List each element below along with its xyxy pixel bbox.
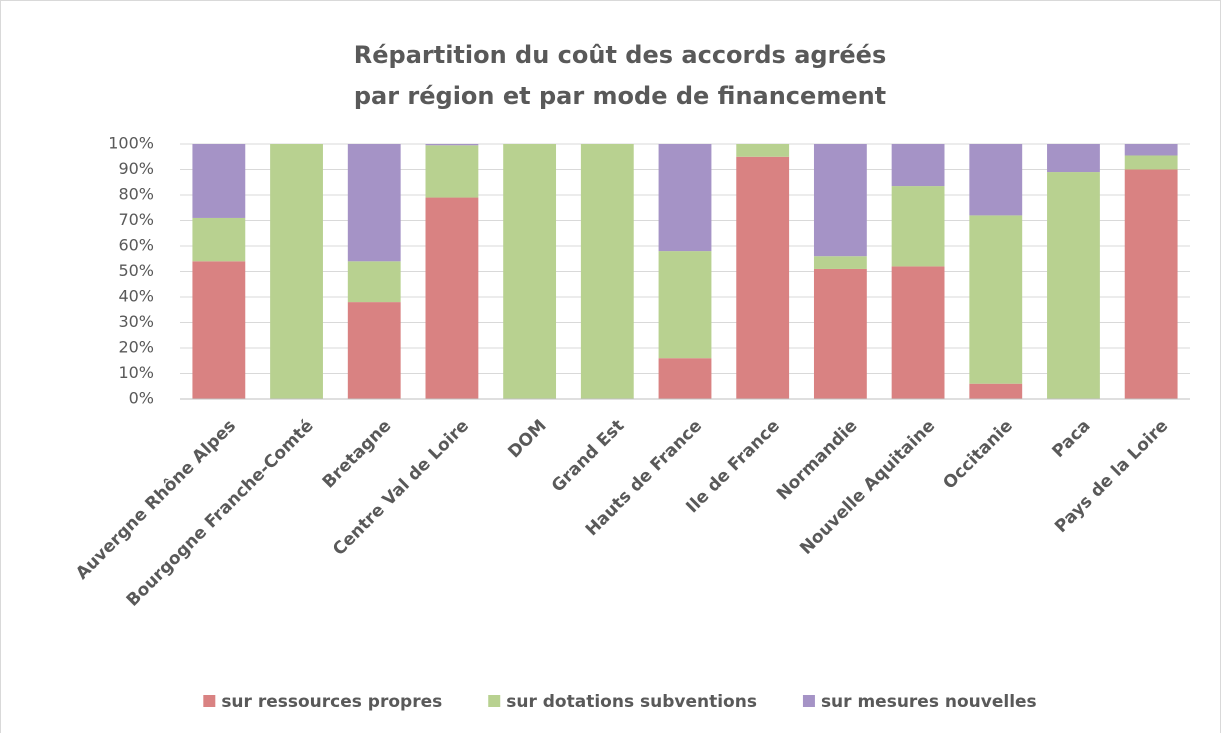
- y-tick-label: 50%: [118, 261, 154, 280]
- bar-segment: [658, 144, 712, 252]
- bar-segment: [270, 144, 323, 399]
- bar-segment: [891, 186, 945, 267]
- y-tick-label: 10%: [118, 363, 154, 382]
- chart-title: Répartition du coût des accords agréés: [354, 41, 887, 69]
- bar-segment: [891, 266, 945, 399]
- bar-segment: [969, 215, 1023, 384]
- bar-segment: [1124, 155, 1178, 170]
- bar-segment: [969, 383, 1023, 399]
- bar-segment: [1047, 144, 1100, 173]
- legend-label: sur mesures nouvelles: [821, 692, 1037, 712]
- y-tick-label: 0%: [129, 389, 154, 408]
- bar-segment: [347, 302, 401, 399]
- bar-segment: [347, 144, 401, 262]
- y-tick-label: 60%: [118, 236, 154, 255]
- bar-segment: [736, 156, 790, 399]
- bar-segment: [1124, 169, 1178, 399]
- bar-segment: [580, 144, 634, 399]
- bar-segment: [425, 144, 479, 146]
- bar-segment: [813, 256, 867, 269]
- bar-segment: [192, 217, 246, 262]
- bar-segment: [891, 144, 945, 187]
- y-tick-label: 30%: [118, 312, 154, 331]
- legend-label: sur dotations subventions: [506, 692, 757, 712]
- bar-segment: [1047, 172, 1100, 399]
- bar-segment: [1124, 144, 1178, 156]
- bar-segment: [347, 261, 401, 303]
- y-tick-label: 70%: [118, 210, 154, 229]
- bar-segment: [425, 145, 479, 198]
- legend-label: sur ressources propres: [221, 692, 442, 712]
- bar-segment: [969, 144, 1023, 216]
- bar-segment: [736, 144, 790, 157]
- y-tick-label: 100%: [108, 134, 154, 153]
- bar-segment: [813, 268, 867, 399]
- bar-segment: [425, 197, 479, 399]
- legend-swatch: [203, 695, 216, 707]
- bar-segment: [813, 144, 867, 257]
- bar-segment: [192, 144, 246, 218]
- chart-title: par région et par mode de financement: [354, 82, 886, 110]
- y-tick-label: 80%: [118, 185, 154, 204]
- bar-segment: [658, 358, 712, 399]
- legend-swatch: [488, 695, 501, 707]
- y-tick-label: 40%: [118, 287, 154, 306]
- bar-segment: [658, 251, 712, 359]
- y-tick-label: 20%: [118, 338, 154, 357]
- legend-swatch: [802, 695, 815, 707]
- bar-segment: [503, 144, 557, 399]
- y-tick-label: 90%: [118, 159, 154, 178]
- bar-segment: [192, 261, 246, 399]
